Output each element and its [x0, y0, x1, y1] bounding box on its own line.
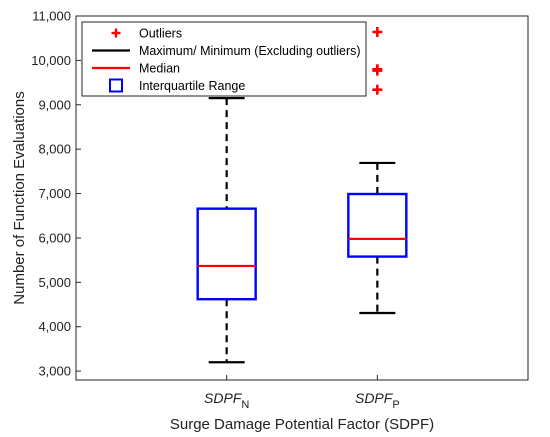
category-base: SDPF: [204, 390, 243, 406]
plot-frame: [75, 15, 529, 381]
legend: Outliers Maximum/ Minimum (Excluding out…: [81, 21, 367, 97]
y-tick-label: 6,000: [38, 230, 71, 245]
y-tick-label: 3,000: [38, 364, 71, 379]
y-axis: 3,000 4,000 5,000 6,000 7,000 8,000 9,000 10,00…: [31, 9, 81, 379]
category-subscript: N: [241, 399, 249, 411]
legend-label-iqr: Interquartile Range: [139, 79, 245, 93]
outlier-point: [372, 84, 383, 95]
iqr-box: [347, 192, 408, 258]
outlier-point: [372, 64, 383, 75]
y-axis-label: Number of Function Evaluations: [11, 91, 28, 304]
y-tick-label: 11,000: [32, 9, 71, 24]
y-tick-label: 10,000: [31, 53, 71, 68]
iqr-box: [196, 207, 257, 301]
y-tick-label: 8,000: [38, 142, 71, 157]
category-subscript: P: [392, 399, 399, 411]
x-category-label: SDPFP: [355, 390, 400, 411]
y-tick-label: 7,000: [38, 186, 71, 201]
legend-box: [81, 21, 367, 97]
x-axis-categories: SDPFN SDPFP: [204, 390, 400, 411]
box-plots: [196, 26, 408, 380]
legend-label-median: Median: [139, 62, 180, 76]
y-tick-label: 5,000: [38, 275, 71, 290]
y-tick-label: 4,000: [38, 319, 71, 334]
legend-label-outliers: Outliers: [139, 27, 182, 41]
legend-label-max-min: Maximum/ Minimum (Excluding outliers): [139, 44, 361, 58]
x-category-label: SDPFN: [204, 390, 249, 411]
y-tick-label: 9,000: [38, 97, 71, 112]
category-base: SDPF: [355, 390, 394, 406]
outlier-point: [372, 26, 383, 37]
legend-iqr-symbol: [109, 78, 123, 93]
x-axis-label: Surge Damage Potential Factor (SDPF): [170, 416, 434, 433]
